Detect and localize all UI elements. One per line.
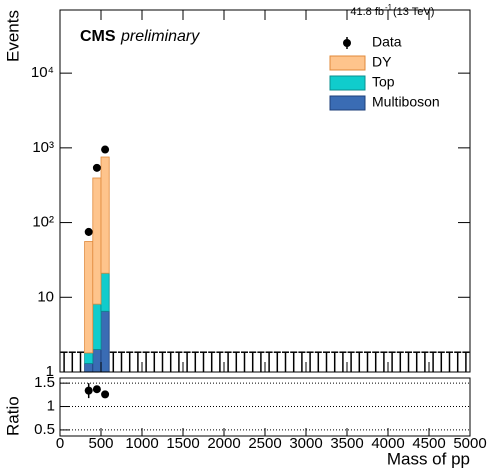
x-tick-label: 500 <box>88 435 113 452</box>
x-tick-label: 0 <box>56 435 64 452</box>
x-tick-label: 3500 <box>330 435 363 452</box>
legend-label: Top <box>372 74 395 90</box>
x-tick-label: 2000 <box>207 435 240 452</box>
x-tick-label: 4500 <box>412 435 445 452</box>
ratio-point <box>92 385 101 394</box>
x-tick-label: 4000 <box>371 435 404 452</box>
y-tick-label: 10 <box>37 288 54 305</box>
y-tick-label: 1 <box>47 398 55 415</box>
x-axis-label: Mass of pp <box>387 449 470 468</box>
stack-bar <box>92 349 102 373</box>
ratio-point <box>101 390 110 399</box>
legend-label: DY <box>372 54 392 70</box>
stack-bar <box>84 363 94 373</box>
lumi-exponent: -1 <box>385 3 393 12</box>
legend-label: Data <box>372 34 402 50</box>
x-tick-label: 3000 <box>289 435 322 452</box>
legend-label: Multiboson <box>372 94 440 110</box>
stack-bar <box>92 303 102 350</box>
ratio-axis-label: Ratio <box>3 396 22 436</box>
stack-bar <box>84 352 94 364</box>
y-tick-label: 10³ <box>32 139 54 156</box>
x-tick-label: 1500 <box>166 435 199 452</box>
legend-swatch <box>329 55 366 71</box>
lumi-label: 41.8 fb <box>350 6 384 18</box>
y-tick-label: 10² <box>32 214 54 231</box>
stack-bar <box>100 310 110 373</box>
stack-bar <box>92 177 102 305</box>
data-point <box>101 145 110 154</box>
data-point <box>84 227 93 236</box>
y-tick-label: 10⁴ <box>31 64 54 81</box>
status-label: preliminary <box>120 28 200 45</box>
x-tick-label: 2500 <box>248 435 281 452</box>
legend-swatch <box>329 75 366 91</box>
stack-bar <box>100 272 110 312</box>
legend-marker <box>343 39 351 47</box>
y-tick-label: 1.5 <box>34 374 55 391</box>
stack-bar <box>100 156 110 274</box>
legend-swatch <box>329 95 366 111</box>
plot-frame <box>59 9 471 373</box>
energy-label: (13 TeV) <box>393 6 434 18</box>
data-point <box>92 163 101 172</box>
experiment-label: CMS <box>80 28 116 45</box>
y-tick-label: 0.5 <box>34 421 55 438</box>
y-axis-label: Events <box>3 10 22 62</box>
x-tick-label: 1000 <box>125 435 158 452</box>
ratio-point <box>84 386 93 395</box>
stack-bar <box>84 241 94 354</box>
y-tick-label: 1 <box>46 363 54 380</box>
x-tick-label: 5000 <box>453 435 486 452</box>
